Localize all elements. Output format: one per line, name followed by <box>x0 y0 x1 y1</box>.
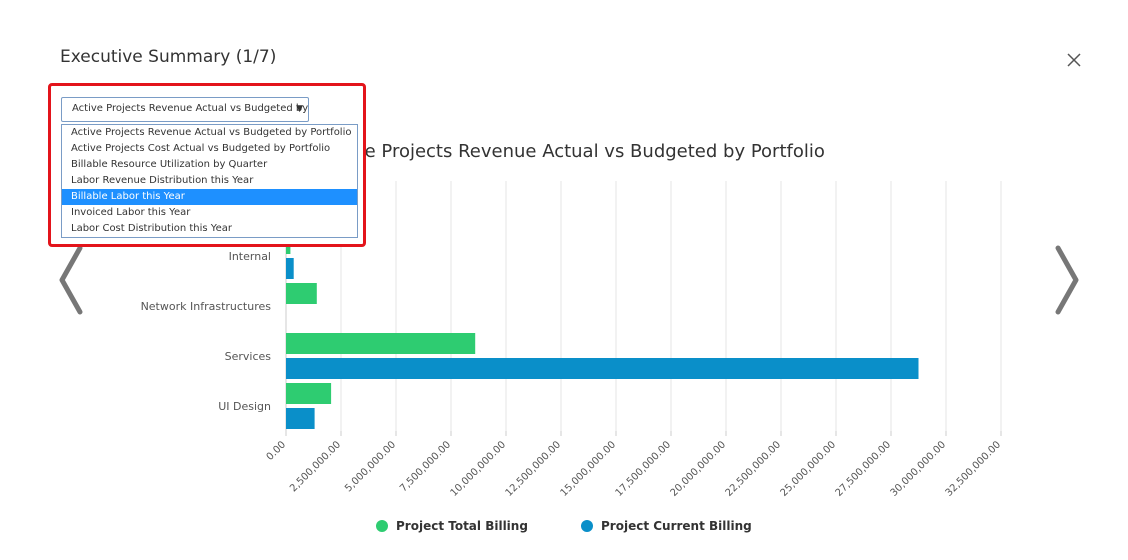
x-tick-label: 7,500,000.00 <box>398 439 453 494</box>
option-item[interactable]: Labor Cost Distribution this Year <box>71 223 232 234</box>
category-label: Services <box>225 350 272 363</box>
x-tick-label: 2,500,000.00 <box>288 439 343 494</box>
legend-label-total-billing: Project Total Billing <box>396 519 528 533</box>
report-select[interactable]: Active Projects Revenue Actual vs Budget… <box>61 97 309 122</box>
x-tick-label: 0.00 <box>265 439 289 463</box>
legend-dot-total-billing <box>376 520 388 532</box>
close-icon[interactable] <box>1064 50 1084 70</box>
report-options-list: Active Projects Revenue Actual vs Budget… <box>61 124 358 238</box>
x-tick-label: 17,500,000.00 <box>614 439 674 499</box>
x-tick-label: 12,500,000.00 <box>504 439 564 499</box>
x-tick-label: 20,000,000.00 <box>669 439 729 499</box>
bar-total-billing <box>286 333 476 354</box>
chevron-left-icon[interactable] <box>50 240 90 320</box>
x-tick-label: 15,000,000.00 <box>559 439 619 499</box>
bar-current-billing <box>286 258 294 279</box>
modal-title: Executive Summary (1/7) <box>60 47 277 67</box>
legend-item-total-billing[interactable]: Project Total Billing <box>376 519 528 533</box>
option-item[interactable]: Billable Resource Utilization by Quarter <box>71 159 268 170</box>
caret-down-icon: ▼ <box>296 104 303 114</box>
x-tick-label: 22,500,000.00 <box>724 439 784 499</box>
x-tick-label: 32,500,000.00 <box>944 439 1004 499</box>
bar-total-billing <box>286 383 332 404</box>
report-select-value: Active Projects Revenue Actual vs Budget… <box>72 103 309 114</box>
bar-total-billing <box>286 283 317 304</box>
bar-current-billing <box>286 408 315 429</box>
chart-title: Active Projects Revenue Actual vs Budget… <box>320 141 825 162</box>
option-item[interactable]: Active Projects Cost Actual vs Budgeted … <box>71 143 331 154</box>
x-tick-label: 10,000,000.00 <box>449 439 509 499</box>
option-item[interactable]: Invoiced Labor this Year <box>71 207 191 218</box>
legend-dot-current-billing <box>581 520 593 532</box>
x-tick-label: 5,000,000.00 <box>343 439 398 494</box>
legend-label-current-billing: Project Current Billing <box>601 519 752 533</box>
bar-current-billing <box>286 358 919 379</box>
x-tick-label: 30,000,000.00 <box>889 439 949 499</box>
legend-item-current-billing[interactable]: Project Current Billing <box>581 519 752 533</box>
category-label: Network Infrastructures <box>141 300 272 313</box>
x-tick-label: 25,000,000.00 <box>779 439 839 499</box>
category-label: Internal <box>229 250 271 263</box>
option-item[interactable]: Labor Revenue Distribution this Year <box>71 175 254 186</box>
option-item[interactable]: Active Projects Revenue Actual vs Budget… <box>71 127 352 138</box>
chevron-right-icon[interactable] <box>1048 240 1088 320</box>
category-label: UI Design <box>218 400 271 413</box>
x-tick-label: 27,500,000.00 <box>834 439 894 499</box>
option-item-highlighted[interactable]: Billable Labor this Year <box>62 189 357 205</box>
